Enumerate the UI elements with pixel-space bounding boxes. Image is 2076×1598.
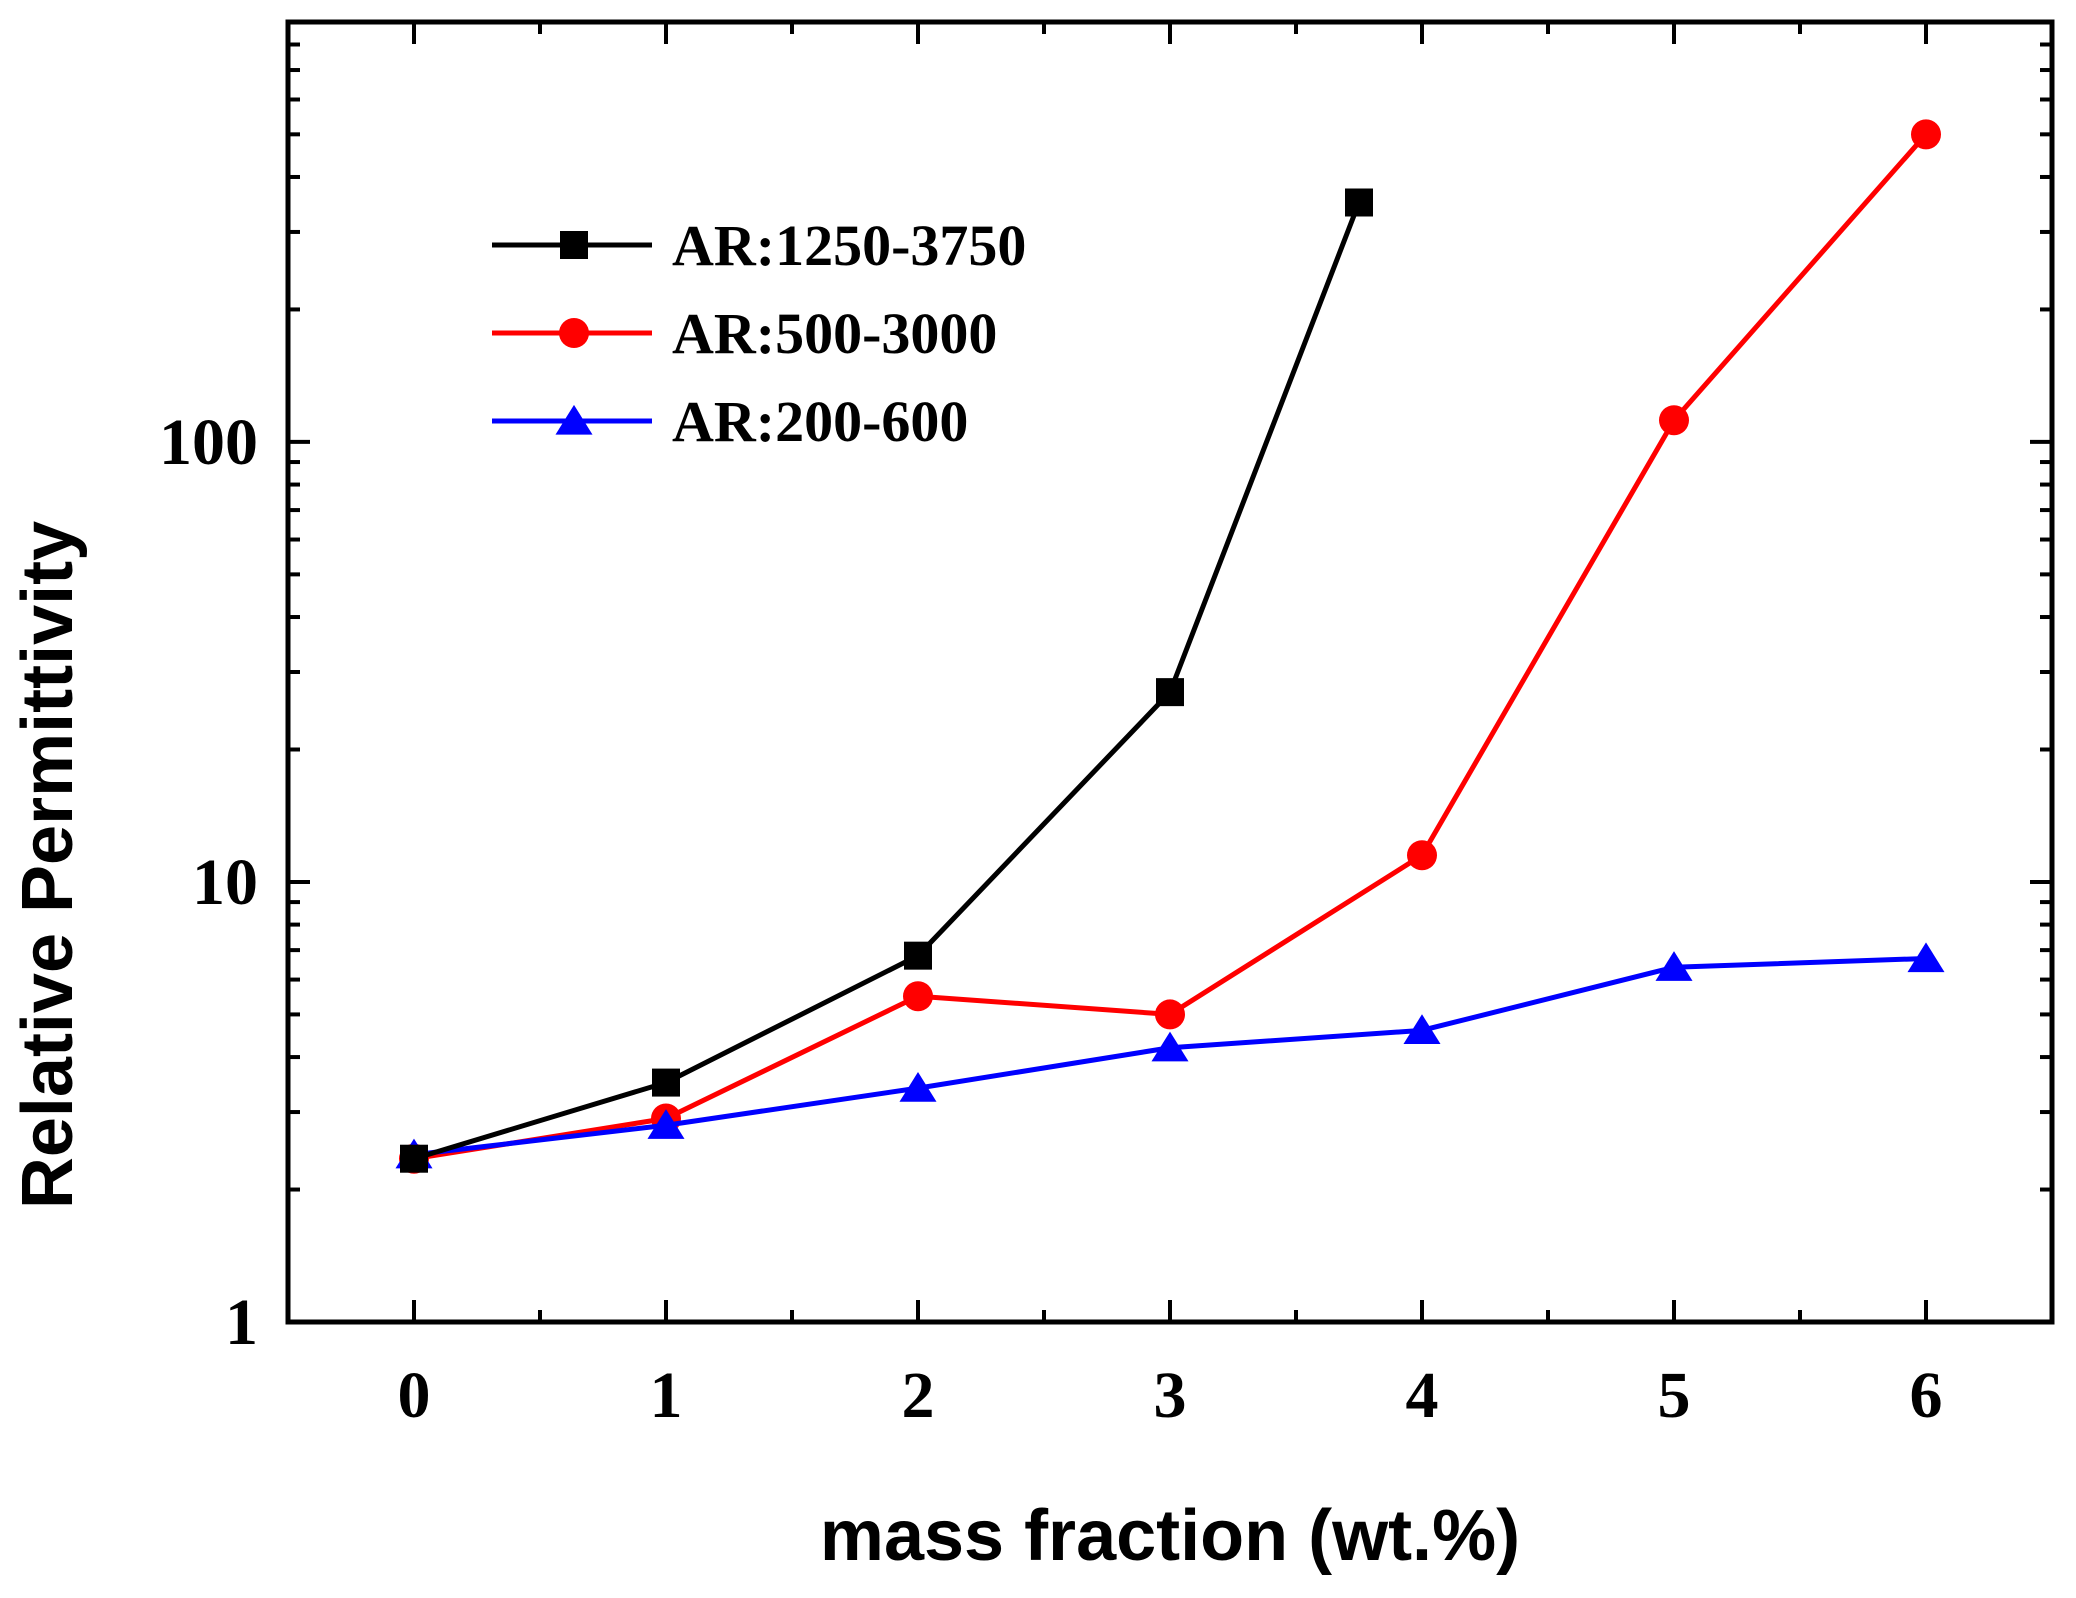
legend-label: AR:1250-3750 <box>672 213 1026 278</box>
series-3 <box>395 942 1945 1169</box>
legend-marker <box>560 231 588 259</box>
data-point <box>1403 1014 1441 1045</box>
x-tick-label: 1 <box>650 1359 683 1432</box>
legend-label: AR:500-3000 <box>672 301 997 366</box>
x-tick-label: 2 <box>902 1359 935 1432</box>
x-axis-title: mass fraction (wt.%) <box>820 1496 1520 1576</box>
legend-item-1: AR:1250-3750 <box>492 213 1026 278</box>
y-tick-label: 1 <box>225 1286 258 1359</box>
data-point <box>899 1072 937 1102</box>
x-tick-label: 0 <box>398 1359 431 1432</box>
data-point <box>1155 999 1185 1030</box>
data-point <box>903 981 933 1012</box>
data-point <box>1156 678 1184 707</box>
data-point <box>647 1109 685 1139</box>
axes: 0 1 2 3 4 5 6 1 10 100 <box>159 19 2055 1432</box>
y-tick-label: 10 <box>192 846 258 919</box>
data-point <box>652 1068 680 1097</box>
legend-item-3: AR:200-600 <box>492 389 968 454</box>
data-point <box>1907 942 1945 973</box>
plot-frame <box>285 19 2055 1325</box>
y-axis-title: Relative Permittivity <box>8 521 88 1209</box>
series-layer <box>395 119 1945 1174</box>
legend-item-2: AR:500-3000 <box>492 301 997 366</box>
legend-label: AR:200-600 <box>672 389 968 454</box>
data-point <box>400 1144 428 1173</box>
data-point <box>1659 405 1689 436</box>
series-1 <box>400 188 1373 1173</box>
data-point <box>1655 951 1693 981</box>
y-tick-label: 100 <box>159 406 258 479</box>
x-tick-label: 6 <box>1910 1359 1943 1432</box>
legend-marker <box>559 318 589 348</box>
data-point <box>1407 840 1437 871</box>
data-point <box>904 941 932 970</box>
x-tick-label: 4 <box>1406 1359 1439 1432</box>
legend: AR:1250-3750 AR:500-3000 AR:200-600 <box>492 213 1026 454</box>
data-point <box>1151 1031 1189 1062</box>
series-2 <box>399 119 1941 1174</box>
x-tick-label: 3 <box>1154 1359 1187 1432</box>
data-point <box>1345 188 1373 217</box>
x-tick-label: 5 <box>1658 1359 1691 1432</box>
legend-marker <box>555 404 593 435</box>
data-point <box>1911 119 1941 150</box>
